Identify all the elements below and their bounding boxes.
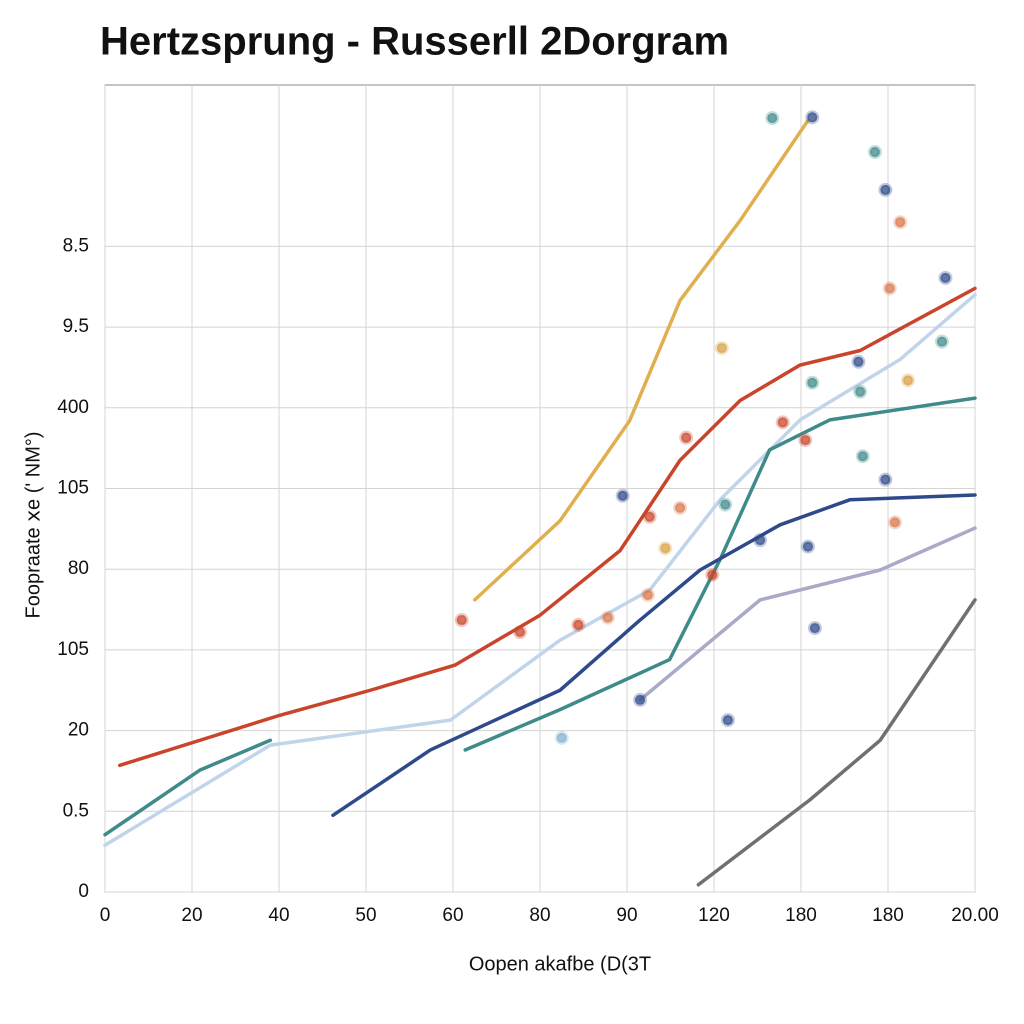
line-series — [638, 526, 977, 702]
star-point — [775, 415, 790, 430]
y-tick-label: 20 — [68, 720, 89, 741]
star-point — [679, 430, 694, 445]
x-tick-label: 180 — [785, 905, 817, 926]
star-point — [807, 621, 822, 636]
star-point — [887, 515, 902, 530]
y-tick-label: 9.5 — [63, 316, 89, 337]
line-series — [696, 598, 977, 887]
y-tick-label: 8.5 — [63, 235, 89, 256]
star-point — [934, 334, 949, 349]
x-tick-label: 90 — [616, 905, 637, 926]
x-tick-label: 80 — [529, 905, 550, 926]
y-tick-label: 0.5 — [63, 800, 89, 821]
chart-title: Hertzsprung - Russerll 2Dorgram — [100, 20, 729, 64]
star-point — [938, 270, 953, 285]
line-series — [331, 493, 977, 818]
star-point — [512, 625, 527, 640]
y-tick-label: 105 — [57, 478, 89, 499]
star-point — [714, 341, 729, 356]
y-tick-label: 80 — [68, 558, 89, 579]
y-tick-label: 0 — [78, 881, 89, 902]
star-point — [855, 449, 870, 464]
star-point — [878, 182, 893, 197]
star-point — [571, 617, 586, 632]
x-tick-label: 180 — [872, 905, 904, 926]
line-series — [118, 286, 977, 768]
star-point — [800, 539, 815, 554]
star-point — [658, 541, 673, 556]
star-point — [893, 215, 908, 230]
star-point — [720, 713, 735, 728]
y-tick-label: 400 — [57, 397, 89, 418]
star-point — [642, 509, 657, 524]
star-point — [882, 281, 897, 296]
star-point — [853, 384, 868, 399]
star-point — [867, 144, 882, 159]
star-point — [554, 730, 569, 745]
star-point — [798, 433, 813, 448]
star-point — [805, 375, 820, 390]
y-axis-label: Foopraate ⅹe (' NM°) — [22, 431, 44, 618]
x-tick-label: 50 — [355, 905, 376, 926]
star-point — [633, 692, 648, 707]
star-point — [805, 110, 820, 125]
y-tick-label: 105 — [57, 639, 89, 660]
x-tick-label: 40 — [268, 905, 289, 926]
x-tick-label: 20 — [181, 905, 202, 926]
star-point — [673, 500, 688, 515]
x-tick-label: 0 — [100, 905, 111, 926]
x-axis-label: Oopen akafbe (D(3T — [469, 953, 651, 975]
x-tick-label: 20.00 — [951, 905, 999, 926]
star-point — [600, 610, 615, 625]
x-tick-label: 60 — [442, 905, 463, 926]
star-point — [901, 373, 916, 388]
star-point — [753, 533, 768, 548]
star-point — [454, 613, 469, 628]
line-series — [103, 293, 977, 847]
star-point — [718, 497, 733, 512]
star-point — [705, 567, 720, 582]
star-point — [765, 111, 780, 126]
line-series — [473, 118, 810, 602]
star-point — [640, 588, 655, 603]
star-point — [878, 472, 893, 487]
star-point — [851, 354, 866, 369]
x-tick-label: 120 — [698, 905, 730, 926]
star-point — [615, 488, 630, 503]
